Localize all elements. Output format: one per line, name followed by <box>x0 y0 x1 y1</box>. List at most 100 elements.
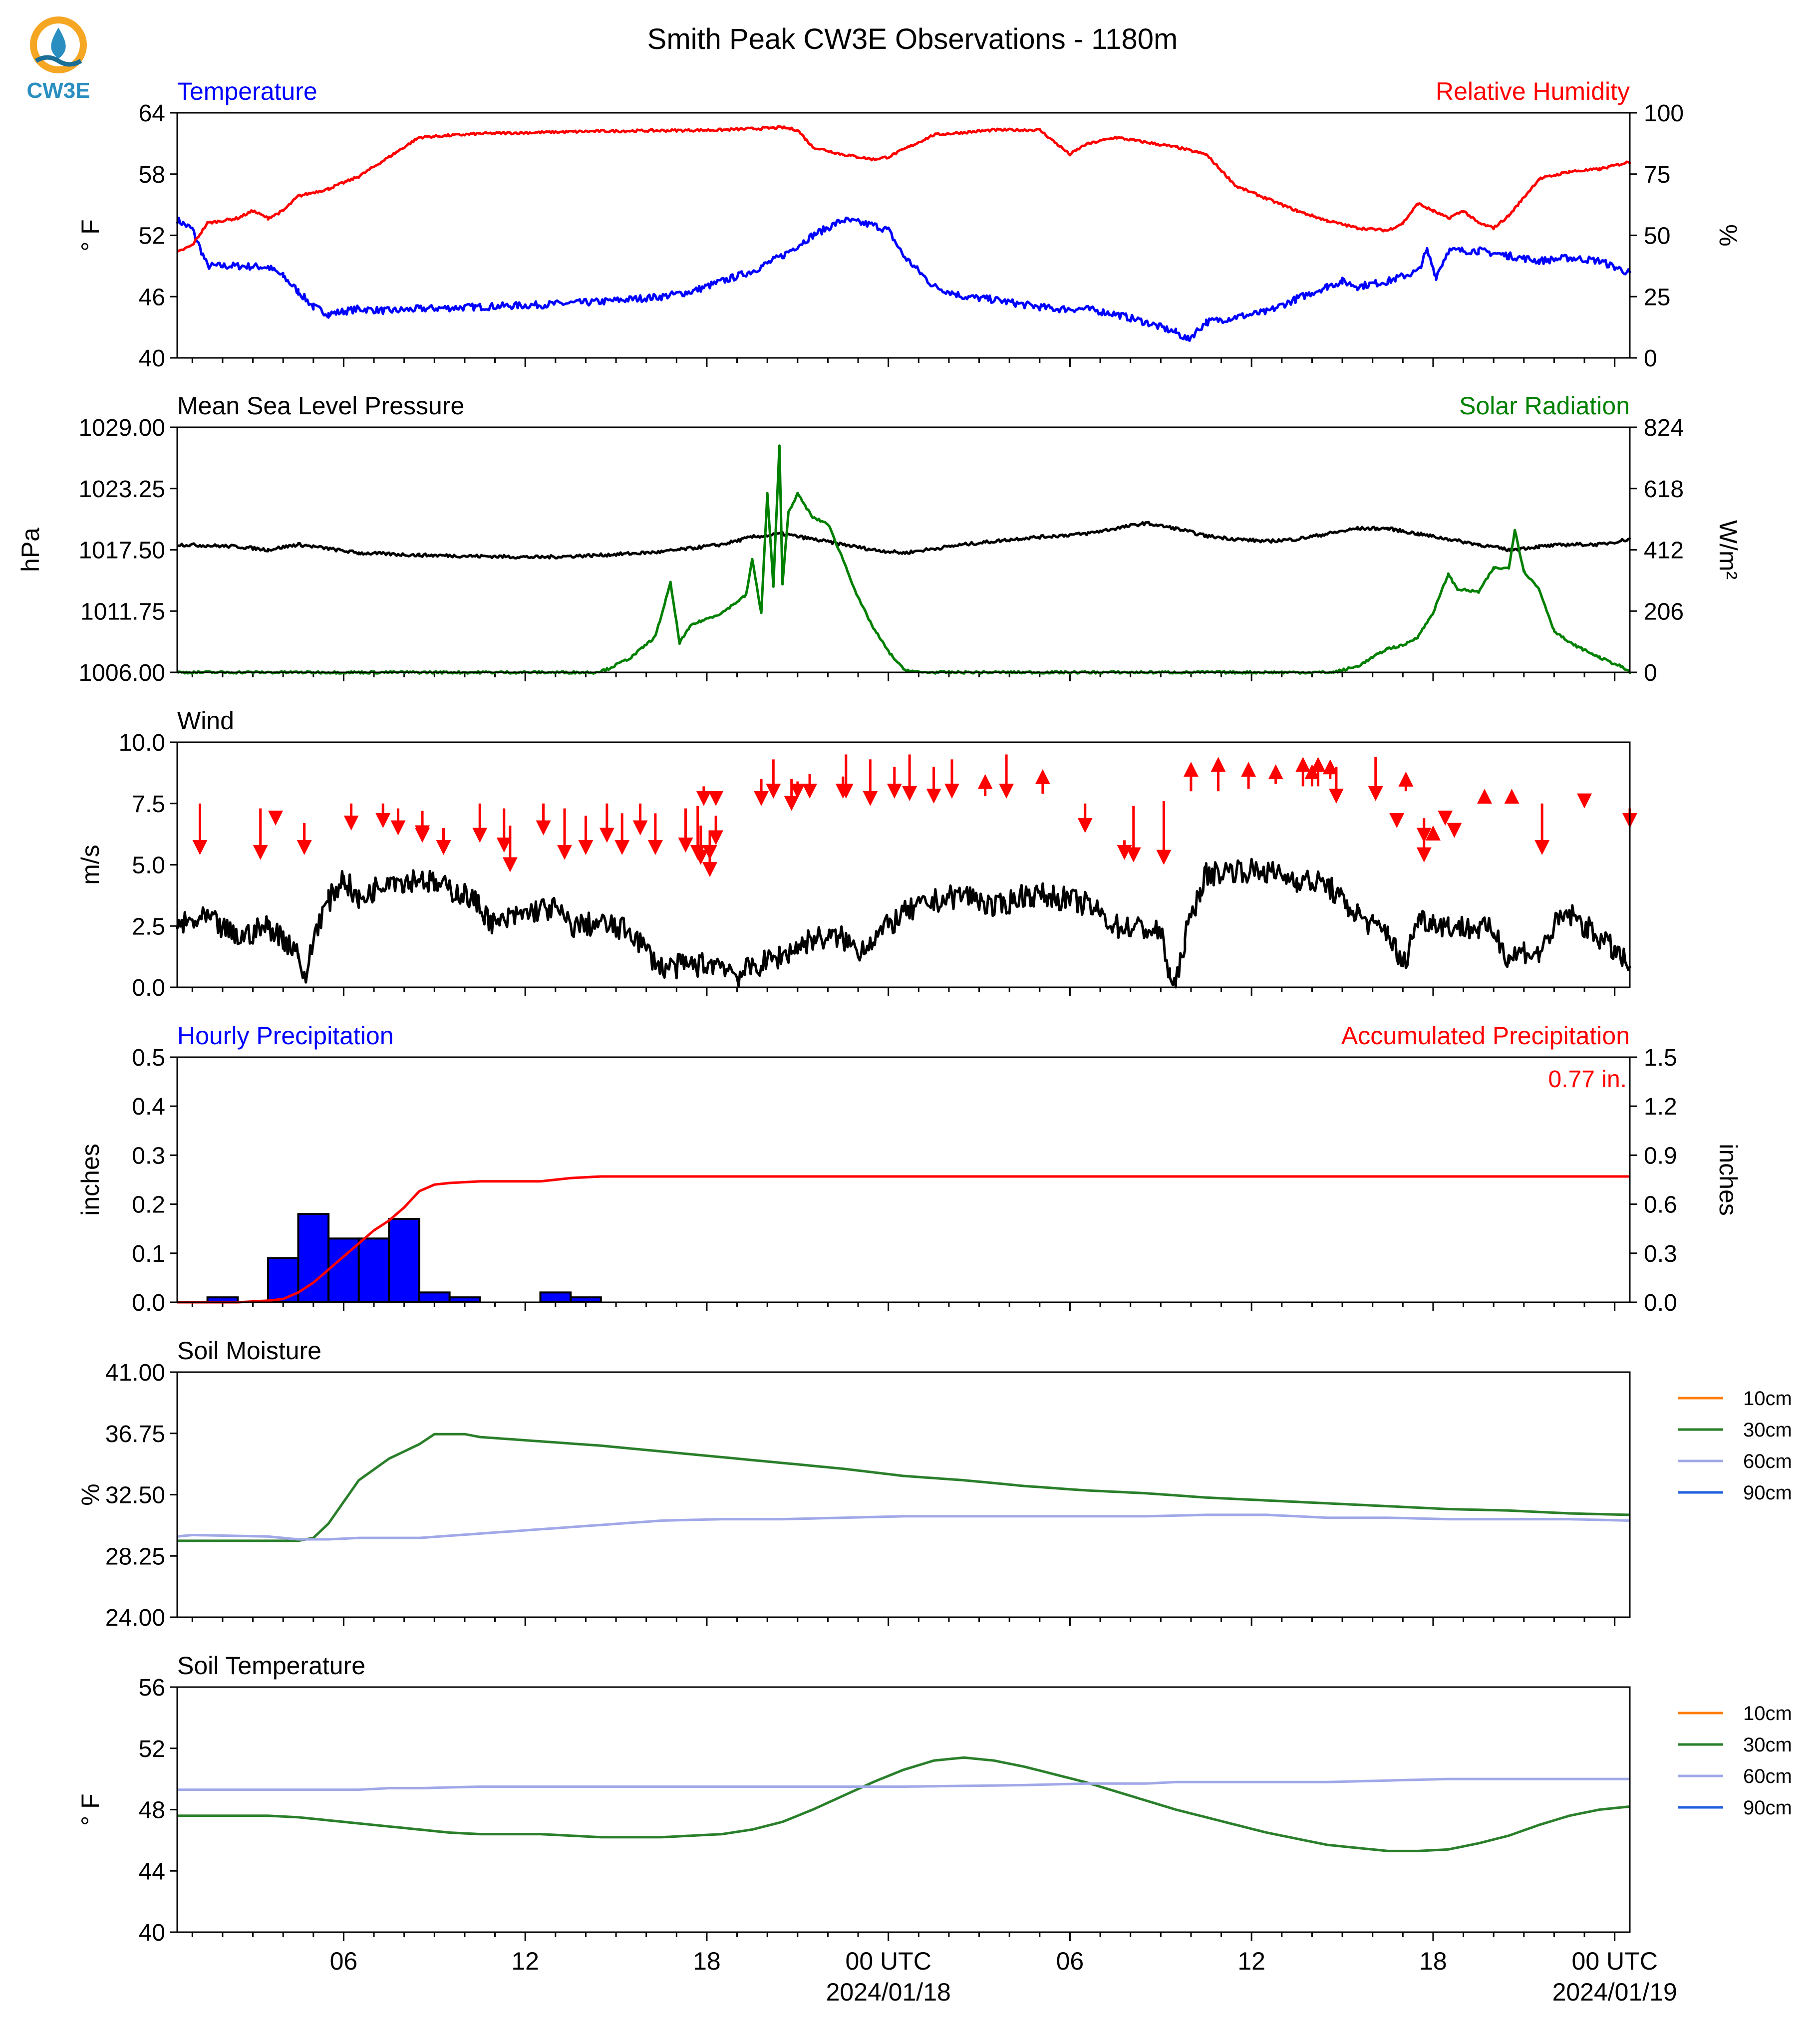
logo-wave-icon <box>34 55 82 67</box>
y-tick-label-left: 52 <box>139 223 165 250</box>
y-tick-label-left: 1017.50 <box>78 538 165 564</box>
logo-text: CW3E <box>26 78 90 103</box>
y-tick-label-left: 1029.00 <box>78 415 165 441</box>
y-tick-label-left: 58 <box>139 162 165 188</box>
y-axis-label-right: inches <box>1714 1144 1742 1216</box>
legend-label: 30cm <box>1743 1419 1792 1441</box>
accumulated-total-label: 0.77 in. <box>1548 1066 1627 1093</box>
panel-title-right: Solar Radiation <box>1459 392 1630 420</box>
y-tick-label-left: 0.0 <box>132 975 165 1001</box>
y-tick-label-left: 0.4 <box>132 1094 165 1120</box>
series-line <box>176 216 1631 342</box>
y-tick-label-left: 7.5 <box>132 791 165 818</box>
x-tick-label: 00 UTC <box>1572 1947 1658 1975</box>
y-tick-label-left: 36.75 <box>105 1421 165 1448</box>
y-tick-label-right: 206 <box>1644 598 1684 625</box>
y-axis-label-left: ° F <box>76 219 104 251</box>
y-tick-label-left: 64 <box>139 100 165 127</box>
x-date-label: 2024/01/18 <box>826 1978 951 2006</box>
precip-bar <box>539 1291 572 1304</box>
panel-frame <box>176 1056 1631 1303</box>
x-tick-label: 06 <box>330 1947 358 1975</box>
series-line <box>177 521 1631 560</box>
legend-label: 90cm <box>1743 1797 1792 1819</box>
x-tick-label: 00 UTC <box>846 1947 931 1975</box>
y-tick-label-left: 52 <box>139 1736 165 1762</box>
series-line <box>177 1175 1630 1304</box>
y-tick-label-left: 5.0 <box>132 853 165 879</box>
y-tick-label-left: 0.0 <box>132 1290 165 1316</box>
legend-label: 10cm <box>1743 1703 1792 1725</box>
y-tick-label-left: 32.50 <box>105 1482 165 1509</box>
panel-6: Soil Temperature 56 52 48 44 40 ° F 10cm 30cm 60c… <box>76 1652 1792 1946</box>
series-line <box>176 125 1631 253</box>
y-axis-label-right: % <box>1714 224 1742 246</box>
y-tick-label-left: 1023.25 <box>78 476 165 503</box>
legend-label: 30cm <box>1743 1734 1792 1756</box>
y-tick-label-right: 0 <box>1644 345 1657 372</box>
panel-title-right: Relative Humidity <box>1436 77 1630 105</box>
y-axis-label-right: W/m² <box>1714 520 1742 579</box>
y-tick-label-left: 28.25 <box>105 1543 165 1570</box>
y-tick-label-left: 24.00 <box>105 1605 165 1631</box>
y-tick-label-right: 1.5 <box>1644 1045 1677 1071</box>
series-line <box>177 1433 1630 1542</box>
x-tick-label: 18 <box>693 1947 721 1975</box>
panels: Temperature Relative Humidity 64 58 52 46 40 ° … <box>16 77 1792 2006</box>
legend-label: 60cm <box>1743 1765 1792 1787</box>
panel-1: Temperature Relative Humidity 64 58 52 46 40 ° … <box>76 77 1742 372</box>
figure-title: Smith Peak CW3E Observations - 1180m <box>647 23 1178 55</box>
y-tick-label-left: 1006.00 <box>78 660 165 686</box>
legend-label: 10cm <box>1743 1388 1792 1410</box>
panel-3: Wind 10.0 7.5 5.0 2.5 0.0 m/s <box>76 707 1637 1001</box>
cw3e-logo: CW3E <box>26 16 90 103</box>
legend-label: 90cm <box>1743 1482 1792 1504</box>
y-tick-label-left: 0.1 <box>132 1241 165 1267</box>
y-tick-label-left: 2.5 <box>132 913 165 940</box>
y-tick-label-left: 0.3 <box>132 1143 165 1169</box>
y-tick-label-left: 48 <box>139 1797 165 1824</box>
panel-title-left: Temperature <box>177 77 317 105</box>
y-axis-label-left: % <box>76 1483 104 1505</box>
y-axis-label-left: inches <box>76 1144 104 1216</box>
y-tick-label-left: 56 <box>139 1675 165 1701</box>
panel-2: Mean Sea Level Pressure Solar Radiation 10… <box>16 392 1742 686</box>
panel-4: Hourly Precipitation Accumulated Precipit… <box>76 1022 1742 1316</box>
x-tick-label: 18 <box>1419 1947 1447 1975</box>
y-tick-label-right: 824 <box>1644 415 1684 441</box>
y-tick-label-right: 25 <box>1644 284 1670 310</box>
y-axis-label-left: ° F <box>76 1793 104 1825</box>
y-tick-label-right: 0.3 <box>1644 1241 1677 1267</box>
y-tick-label-right: 618 <box>1644 476 1684 503</box>
panel-title-left: Mean Sea Level Pressure <box>177 392 464 420</box>
panel-frame <box>176 112 1631 359</box>
y-tick-label-left: 1011.75 <box>80 598 165 625</box>
precip-bar <box>418 1291 451 1304</box>
y-axis-label-left: m/s <box>76 845 104 885</box>
y-tick-label-left: 40 <box>139 1920 165 1946</box>
logo-sun-icon <box>30 16 87 73</box>
series-line <box>177 1513 1630 1541</box>
panel-title-left: Soil Temperature <box>177 1652 365 1680</box>
series-line <box>177 1756 1630 1852</box>
y-tick-label-right: 0.9 <box>1644 1143 1677 1169</box>
x-tick-label: 06 <box>1056 1947 1084 1975</box>
y-tick-label-right: 1.2 <box>1644 1094 1677 1120</box>
panel-frame <box>176 741 1631 988</box>
x-tick-label: 12 <box>1237 1947 1265 1975</box>
y-tick-label-right: 100 <box>1644 100 1684 127</box>
panel-title-right: Accumulated Precipitation <box>1341 1022 1630 1050</box>
panel-title-left: Hourly Precipitation <box>177 1022 394 1050</box>
y-tick-label-left: 0.5 <box>132 1045 165 1071</box>
precip-bar <box>357 1237 390 1304</box>
y-tick-label-left: 41.00 <box>105 1360 165 1386</box>
x-date-label: 2024/01/19 <box>1552 1978 1677 2006</box>
series-line <box>177 1777 1630 1791</box>
panel-5: Soil Moisture 41.00 36.75 32.50 28.25 24.00% 1… <box>76 1337 1792 1631</box>
series-line <box>176 858 1631 989</box>
x-tick-label: 12 <box>511 1947 539 1975</box>
y-tick-label-right: 0.6 <box>1644 1192 1677 1218</box>
y-axis-label-left: hPa <box>16 528 44 572</box>
y-tick-label-left: 44 <box>139 1858 165 1885</box>
